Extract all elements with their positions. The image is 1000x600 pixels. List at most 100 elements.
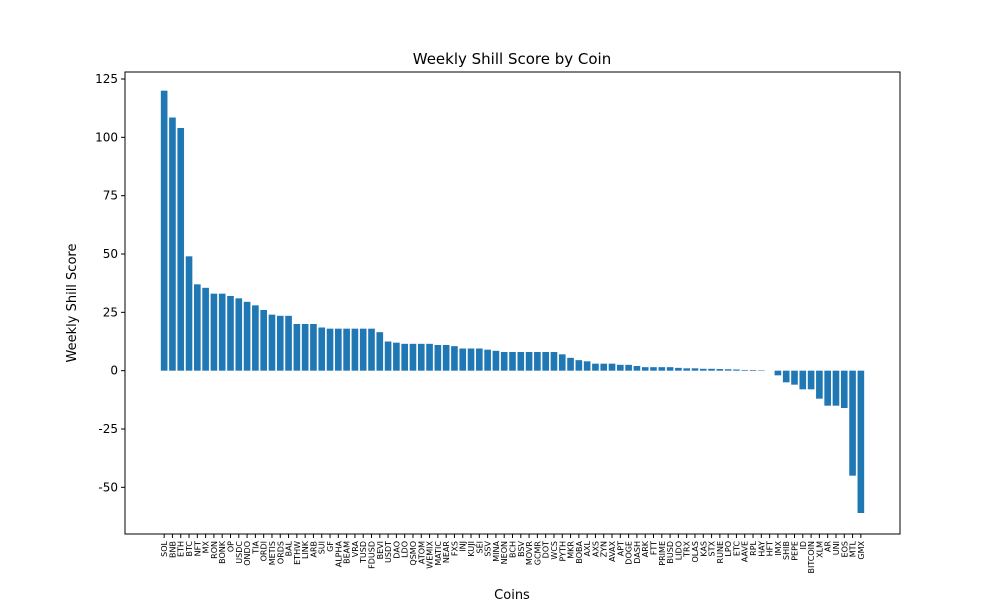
x-tick-label: TRX — [683, 540, 692, 557]
bar — [807, 370, 815, 390]
x-axis: SOL BNB ETH BTC NFT MX RON BONK OP USDC ONDO TIA ORD… — [160, 534, 866, 574]
x-tick-label: DOGE — [625, 541, 634, 565]
y-tick-label: 0 — [110, 364, 118, 378]
bar — [467, 348, 475, 371]
bar — [857, 370, 865, 513]
x-tick-label: QSMO — [409, 541, 418, 566]
x-tick-label: KUJI — [467, 541, 476, 557]
bar — [227, 296, 234, 371]
bar — [160, 90, 168, 371]
bar — [733, 369, 740, 371]
x-tick-label: DAO — [392, 541, 401, 559]
bar — [343, 328, 350, 371]
x-tick-label: ETC — [732, 541, 741, 556]
bar — [484, 349, 491, 371]
y-tick-label: 25 — [103, 305, 118, 319]
x-tick-label: UNI — [832, 541, 841, 555]
x-tick-label: IMX — [774, 540, 783, 555]
bars-group — [160, 90, 865, 513]
bar — [575, 360, 583, 371]
x-tick-label: BAL — [285, 540, 294, 556]
bar — [359, 328, 367, 371]
bar — [691, 368, 699, 371]
x-tick-label: XLM — [815, 541, 824, 558]
x-tick-label: ALPHA — [334, 540, 343, 567]
x-tick-label: MATIC — [434, 541, 443, 566]
bar — [268, 314, 276, 371]
x-tick-label: HFT — [766, 541, 775, 556]
x-tick-label: GMX — [857, 540, 866, 559]
bar — [683, 368, 690, 371]
bar — [666, 367, 674, 371]
bar — [169, 117, 176, 371]
y-tick-label: 75 — [103, 189, 118, 203]
x-tick-label: BSV — [517, 540, 526, 556]
bar — [799, 370, 807, 390]
x-tick-label: NFT — [193, 541, 202, 556]
x-tick-label: BUSD — [666, 541, 675, 564]
bar — [476, 348, 483, 371]
x-tick-label: LIDO — [674, 541, 683, 560]
x-tick-label: USDC — [235, 541, 244, 564]
y-tick-label: -25 — [98, 422, 118, 436]
bar — [376, 332, 384, 371]
bar — [243, 301, 251, 371]
x-tick-label: DASH — [633, 541, 642, 564]
x-tick-label: FDUSD — [368, 541, 377, 569]
x-tick-label: TUSD — [359, 541, 368, 564]
bar — [542, 352, 549, 371]
x-tick-label: ETHW — [293, 541, 302, 565]
x-tick-label: TIA — [251, 540, 260, 554]
x-tick-label: INJ — [459, 541, 468, 552]
bar — [177, 128, 185, 371]
bar — [608, 363, 616, 371]
bar — [617, 364, 624, 371]
bar — [351, 328, 359, 371]
bar — [550, 352, 558, 371]
bar — [260, 310, 267, 371]
x-tick-label: OP — [227, 541, 236, 552]
y-tick-label: 100 — [95, 130, 118, 144]
bar — [791, 370, 798, 385]
bar — [434, 345, 442, 371]
bar — [641, 367, 649, 371]
x-tick-label: AXL — [583, 540, 592, 556]
plot-frame — [124, 71, 901, 535]
x-tick-label: USDT — [384, 541, 393, 563]
bar — [401, 343, 408, 371]
x-tick-label: DOT — [542, 541, 551, 558]
x-tick-label: ARK — [641, 540, 650, 557]
x-tick-label: BEAM — [343, 541, 352, 564]
bar — [293, 324, 301, 371]
x-tick-label: EOS — [840, 541, 849, 557]
bar — [840, 370, 848, 408]
bar — [600, 363, 608, 371]
x-tick-label: ARB — [309, 541, 318, 558]
bar — [409, 343, 417, 371]
bar — [417, 343, 425, 371]
bar — [218, 293, 226, 371]
x-tick-label: AXS — [591, 541, 600, 557]
x-tick-label: RPL — [749, 540, 758, 555]
x-tick-label: RON — [210, 541, 219, 559]
y-axis-label: Weekly Shill Score — [65, 244, 80, 363]
bar — [318, 327, 326, 371]
x-tick-label: ONDO — [243, 541, 252, 566]
x-tick-label: SOL — [160, 540, 169, 556]
x-tick-label: MX — [202, 540, 211, 553]
x-tick-label: MKR — [567, 541, 576, 559]
bar — [509, 352, 516, 371]
x-axis-label: Coins — [494, 588, 530, 600]
x-tick-label: ZYN — [600, 541, 609, 557]
x-tick-label: BEVI — [376, 541, 385, 559]
bar — [658, 367, 666, 371]
bar — [500, 352, 508, 371]
bar — [724, 369, 732, 371]
bar — [567, 357, 574, 371]
x-tick-label: STX — [708, 540, 717, 556]
x-tick-label: PRIME — [658, 541, 667, 566]
bar — [185, 256, 193, 371]
x-tick-label: ORDI — [260, 541, 269, 561]
x-tick-label: SEI — [475, 541, 484, 554]
